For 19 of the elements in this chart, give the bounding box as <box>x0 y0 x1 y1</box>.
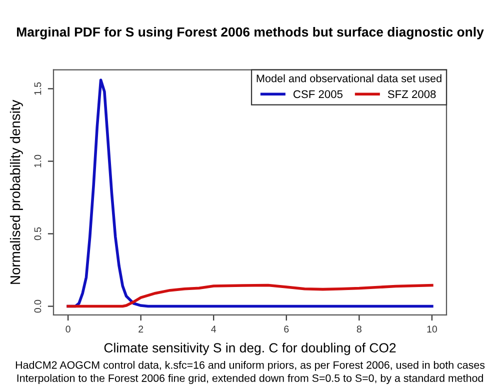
y-tick-label: 1.5 <box>34 82 42 95</box>
legend-title: Model and observational data set used <box>256 74 442 82</box>
x-tick-label: 4 <box>211 326 216 332</box>
chart-title: Marginal PDF for S using Forest 2006 methods but surface diagnostic only <box>17 26 484 40</box>
x-tick-label: 8 <box>356 326 362 333</box>
x-tick-label: 0 <box>66 326 70 333</box>
y-tick-label: 1.0 <box>34 154 42 168</box>
y-tick-label: 0.0 <box>34 300 42 313</box>
text: HadCM2 AOGCM control data, k.sfc=16 and uniform priors, as per Forest 2006, used in both cases <box>16 360 485 371</box>
x-axis-title: Climate sensitivity S in deg. C for doubling of CO2 <box>104 342 396 356</box>
x-tick-label: 6 <box>284 326 289 333</box>
x-tick-label: 2 <box>138 326 144 332</box>
y-axis-title: Normalised probability density <box>10 100 23 284</box>
legend-label: CSF 2005 <box>294 90 343 98</box>
x-tick-label: 10 <box>427 326 437 333</box>
text: Interpolation to the Forest 2006 fine grid, extended down from S=0.5 to S=0, by a standard method <box>17 374 483 384</box>
line-series <box>66 284 434 308</box>
y-tick-label: 0.5 <box>34 227 42 240</box>
legend-label: SFZ 2008 <box>388 90 436 98</box>
